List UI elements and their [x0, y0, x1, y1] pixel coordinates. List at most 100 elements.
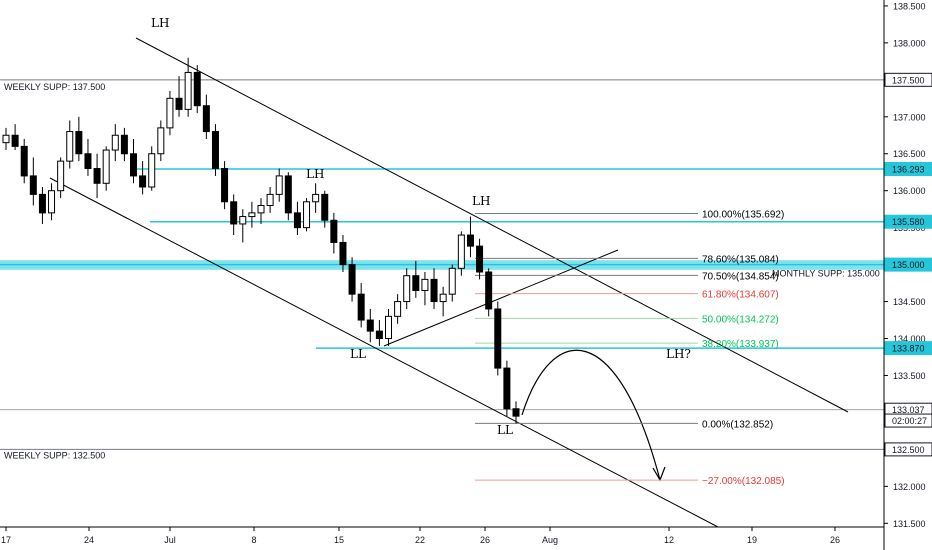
candle-body: [330, 219, 338, 243]
candle-15: [139, 161, 147, 195]
fib-label-0: 100.00%(135.692): [702, 209, 784, 220]
candle-7: [66, 120, 74, 169]
candle-body: [48, 190, 56, 214]
candle-body: [284, 175, 292, 214]
candle-body: [466, 234, 474, 247]
candle-24: [221, 161, 229, 210]
time-axis-ticks: 17 24 Jul 8 15 22 26 Aug 12 19 26: [1, 527, 840, 545]
fib-label-4: 50.00%(134.272): [702, 314, 779, 325]
projection-arc[interactable]: [521, 349, 661, 481]
annotation-lh-2: LH: [306, 167, 324, 181]
time-tick-label: 24: [84, 535, 94, 545]
candle-13: [120, 127, 128, 162]
candle-body: [439, 293, 447, 303]
candle-body: [494, 308, 502, 369]
annotation-lh-1: LH: [151, 16, 169, 30]
candle-body: [239, 216, 247, 225]
candle-body: [11, 134, 19, 147]
candle-body: [166, 97, 174, 129]
hline-label-0: WEEKLY SUPP: 137.500: [4, 82, 105, 92]
candle-body: [38, 193, 46, 214]
candle-22: [202, 94, 210, 139]
price-label-box: [884, 341, 932, 356]
candle-body: [184, 71, 192, 110]
candle-16: [148, 146, 156, 191]
candle-36: [330, 212, 338, 254]
candle-38: [348, 257, 356, 302]
channel-upper-line[interactable]: [135, 37, 849, 413]
swing-annotations: LH LH LH LL LL LH?: [151, 16, 691, 437]
price-label-box: [884, 442, 932, 457]
candle-50: [457, 231, 465, 276]
price-tick-label: 137.000: [893, 112, 926, 122]
candle-32: [293, 201, 301, 236]
candle-37: [339, 235, 347, 272]
candle-53: [485, 268, 493, 317]
horizontal-lines: WEEKLY SUPP: 137.500 MONTHLY SUPP: 135.00…: [0, 79, 884, 460]
candle-body: [175, 97, 183, 110]
candle-30: [275, 168, 283, 202]
price-label-text: 133.037: [892, 405, 925, 415]
price-label-box: [884, 72, 932, 87]
candle-4: [38, 187, 46, 224]
candle-17: [157, 120, 165, 162]
candle-33: [303, 198, 311, 232]
candle-body: [275, 175, 283, 195]
candle-body: [266, 193, 274, 206]
candle-40: [366, 308, 374, 343]
candle-body: [366, 319, 374, 332]
price-label-box: [884, 214, 932, 229]
price-tick-label: 133.500: [893, 371, 926, 381]
candle-14: [130, 138, 137, 184]
price-tick-label: 131.500: [893, 519, 926, 529]
fibonacci-levels: 100.00%(135.692) 78.60%(135.084) 70.50%(13…: [475, 209, 785, 487]
trendlines: [49, 37, 849, 528]
price-label-4: 133.870: [884, 341, 932, 356]
price-label-text: 137.500: [892, 75, 925, 85]
candle-body: [403, 275, 411, 303]
candle-44: [403, 268, 411, 309]
candle-body: [312, 193, 320, 203]
time-tick-label: 8: [251, 535, 256, 545]
candle-body: [84, 153, 92, 170]
candle-body: [230, 201, 238, 225]
time-tick-label: 15: [334, 535, 344, 545]
candle-31: [284, 172, 292, 221]
price-tick-label: 134.000: [893, 334, 926, 344]
candle-body: [385, 315, 392, 340]
candle-body: [211, 131, 219, 170]
price-label-text: 02:00:27: [892, 416, 927, 426]
candle-body: [421, 278, 429, 291]
candle-body: [139, 175, 147, 188]
candle-body: [130, 153, 137, 177]
hline-label-5: WEEKLY SUPP: 132.500: [4, 450, 105, 460]
candle-26: [239, 209, 247, 243]
hline-label-3: MONTHLY SUPP: 135.000: [772, 269, 880, 279]
candle-19: [175, 76, 183, 117]
candle-8: [75, 116, 83, 162]
candle-body: [202, 105, 210, 133]
price-label-box: [884, 257, 932, 272]
candle-body: [248, 212, 256, 218]
price-tick-label: 138.000: [893, 38, 926, 48]
candle-41: [375, 320, 383, 346]
candle-body: [20, 145, 28, 177]
candle-2: [20, 138, 28, 184]
candle-body: [430, 278, 438, 303]
candle-body: [448, 267, 456, 295]
time-axis: 17 24 Jul 8 15 22 26 Aug 12 19 26: [0, 526, 884, 545]
candle-48: [439, 286, 447, 317]
rising-support-line[interactable]: [383, 249, 619, 347]
candle-28: [257, 198, 265, 224]
candle-29: [266, 187, 274, 213]
candle-5: [48, 183, 56, 221]
candle-11: [102, 146, 110, 191]
candle-body: [29, 175, 37, 195]
price-label-text: 135.000: [892, 260, 925, 270]
price-axis: 138.500 138.000 137.500 137.000 136.500 136.0…: [883, 0, 932, 550]
candle-42: [385, 308, 392, 346]
candle-46: [421, 272, 429, 306]
candle-49: [448, 264, 456, 302]
channel-lower-line[interactable]: [49, 177, 719, 528]
